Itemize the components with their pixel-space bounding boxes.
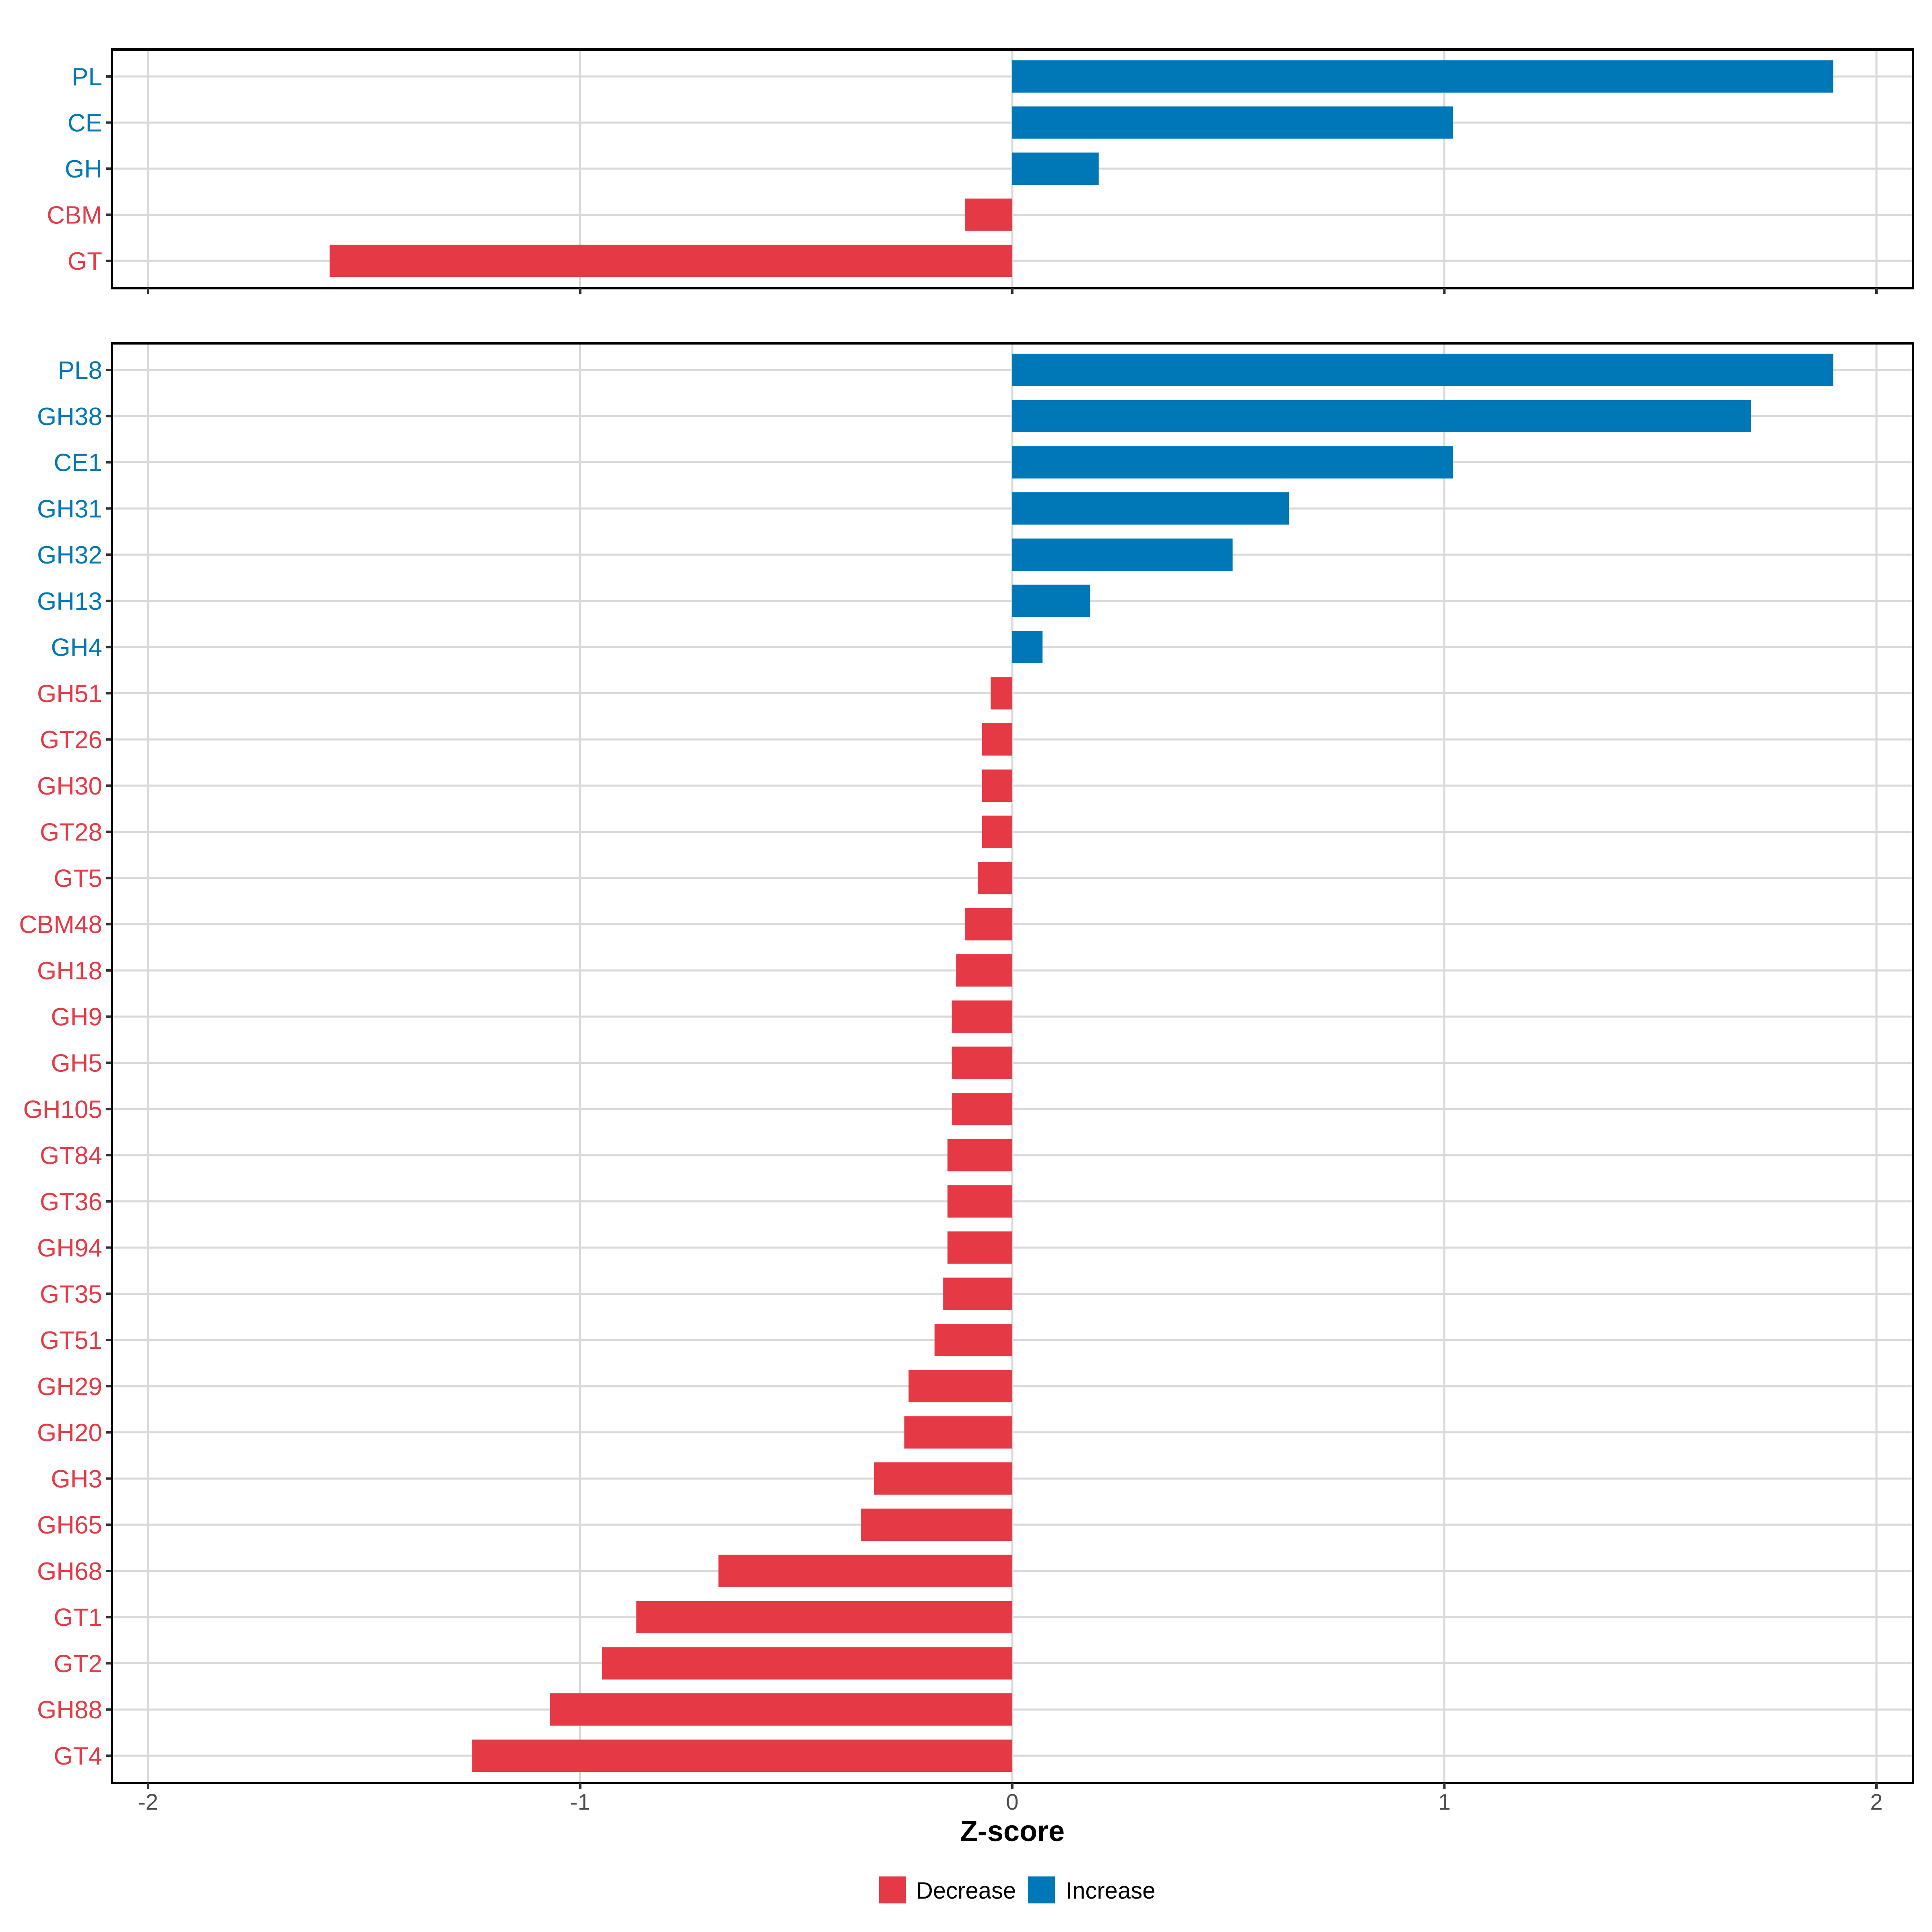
bar-ce [1012,106,1453,139]
x-tick-label: 2 [1870,1789,1882,1814]
bar-gt28 [982,815,1012,848]
bar-pl [1012,60,1833,93]
y-tick-label-gh38: GH38 [37,403,102,431]
bar-gt26 [982,723,1012,756]
y-tick-label-gh65: GH65 [37,1511,102,1539]
y-tick-label-gh88: GH88 [37,1696,102,1724]
bar-gh65 [861,1508,1012,1541]
y-tick-label-gh32: GH32 [37,541,102,569]
y-tick-label-gt35: GT35 [40,1280,102,1308]
bar-gh94 [947,1231,1012,1264]
x-tick-label: 0 [1006,1789,1018,1814]
y-tick-label-gh20: GH20 [37,1419,102,1447]
bar-gt35 [943,1278,1012,1310]
x-tick-label: -2 [138,1789,158,1814]
y-tick-label-gh30: GH30 [37,772,102,800]
bar-gt [329,244,1012,277]
y-tick-label-pl8: PL8 [58,357,102,384]
bar-gh105 [952,1093,1012,1125]
bar-gh13 [1012,584,1090,617]
bar-gh [1012,152,1099,185]
y-tick-label-gh9: GH9 [51,1003,102,1031]
bar-gh38 [1012,400,1751,432]
y-tick-label-gt28: GT28 [40,819,102,846]
bar-gt84 [947,1139,1012,1172]
y-tick-label-gh18: GH18 [37,957,102,985]
legend-label-decrease: Decrease [916,1878,1016,1904]
y-tick-label-gt26: GT26 [40,726,102,754]
bar-gt2 [602,1647,1012,1680]
bar-gh4 [1012,631,1043,663]
legend-key-decrease [879,1876,906,1903]
y-tick-label-cbm48: CBM48 [19,911,102,939]
bar-gh9 [952,1000,1012,1033]
y-tick-label-ce: CE [68,109,102,137]
y-tick-label-gt2: GT2 [54,1650,102,1678]
y-tick-label-gt84: GT84 [40,1142,102,1170]
y-tick-label-gt4: GT4 [54,1742,102,1770]
y-tick-label-gt51: GT51 [40,1327,102,1354]
bar-pl8 [1012,353,1833,386]
bar-cbm [964,198,1012,231]
bar-gh18 [956,954,1012,987]
top-panel: PL CE GH CBM GT [47,48,1914,294]
bar-gh32 [1012,538,1233,571]
x-axis: -2 -1 0 1 2 [138,1789,1882,1814]
bar-gh31 [1012,492,1289,525]
bar-gh68 [718,1554,1012,1587]
y-tick-label-gh13: GH13 [37,588,102,615]
bottom-panel: PL8 GH38 CE1 GH31 GH32 GH13 GH4 GH51 GT26 GH30 GT2… [19,342,1914,1789]
y-tick-label-gh68: GH68 [37,1558,102,1585]
y-tick-label-pl: PL [72,63,102,91]
x-axis-title: Z-score [960,1815,1065,1847]
y-tick-label-gh3: GH3 [51,1465,102,1493]
bar-gh3 [874,1462,1012,1495]
bar-gh20 [904,1416,1012,1449]
y-tick-label-cbm: CBM [47,202,102,229]
bar-gh88 [550,1693,1012,1726]
bar-gt51 [934,1323,1012,1356]
y-tick-label-gh29: GH29 [37,1373,102,1401]
y-tick-label-gt: GT [68,248,102,275]
y-tick-label-gh94: GH94 [37,1234,102,1262]
y-tick-label-gh4: GH4 [51,634,102,662]
bar-gt1 [636,1601,1012,1633]
bar-gt4 [472,1739,1012,1772]
y-tick-label-gh5: GH5 [51,1050,102,1077]
bar-gt36 [947,1185,1012,1218]
bar-ce1 [1012,446,1453,479]
bar-gt5 [978,862,1012,894]
x-tick-label: 1 [1438,1789,1451,1814]
y-tick-label-gh31: GH31 [37,495,102,523]
y-tick-label-gt1: GT1 [54,1604,102,1632]
y-tick-label-gh: GH [65,155,102,183]
legend: Decrease Increase [879,1876,1155,1904]
bar-gh30 [982,769,1012,802]
y-tick-label-gh51: GH51 [37,680,102,708]
bar-gh29 [908,1370,1012,1403]
y-tick-label-gh105: GH105 [23,1096,102,1123]
bar-cbm48 [964,908,1012,941]
y-tick-label-gt36: GT36 [40,1188,102,1216]
y-tick-label-gt5: GT5 [54,865,102,892]
legend-key-increase [1028,1876,1055,1903]
bar-gh51 [991,677,1012,710]
x-tick-label: -1 [570,1789,590,1814]
y-tick-label-ce1: CE1 [54,449,102,477]
bar-gh5 [952,1046,1012,1079]
legend-label-increase: Increase [1066,1878,1155,1904]
